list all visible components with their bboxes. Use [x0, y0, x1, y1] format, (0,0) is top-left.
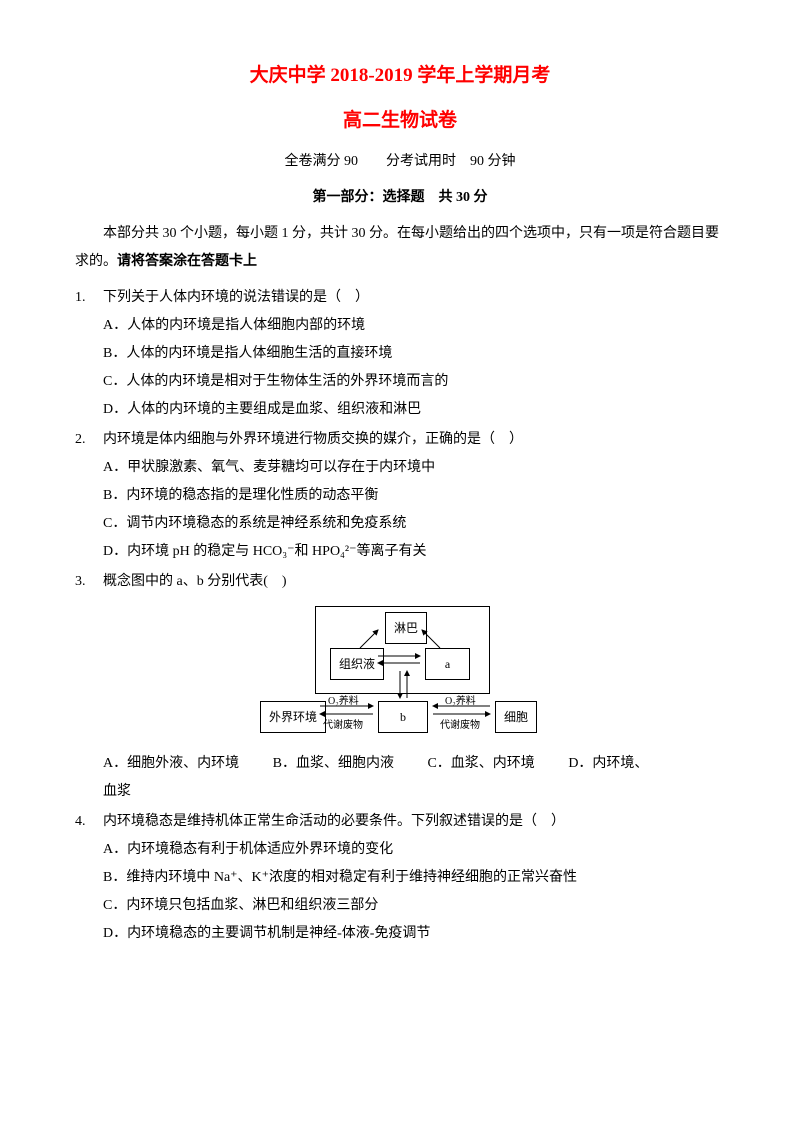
exam-info: 全卷满分 90 分考试用时 90 分钟 — [75, 150, 725, 170]
concept-diagram: 淋巴 组织液 a 外界环境 b 细胞 — [75, 606, 725, 736]
q1-number: 1. — [75, 284, 103, 312]
instructions-bold: 请将答案涂在答题卡上 — [117, 254, 257, 269]
label-daixie-right: 代谢废物 — [440, 716, 480, 736]
q3-number: 3. — [75, 568, 103, 596]
question-1: 1. 下列关于人体内环境的说法错误的是（ ） A．人体的内环境是指人体细胞内部的… — [75, 284, 725, 424]
q2-option-a: A．甲状腺激素、氧气、麦芽糖均可以存在于内环境中 — [103, 454, 725, 482]
q4-number: 4. — [75, 808, 103, 836]
q4-option-d: D．内环境稳态的主要调节机制是神经-体液-免疫调节 — [103, 920, 725, 948]
q2-text: 内环境是体内细胞与外界环境进行物质交换的媒介，正确的是（ ） — [103, 426, 725, 454]
q3-option-a: A．细胞外液、内环境 — [103, 750, 239, 778]
question-4: 4. 内环境稳态是维持机体正常生命活动的必要条件。下列叙述错误的是（ ） A．内… — [75, 808, 725, 948]
q3-option-d-continue: 血浆 — [103, 784, 131, 799]
title-sub: 高二生物试卷 — [75, 105, 725, 132]
q1-option-a: A．人体的内环境是指人体细胞内部的环境 — [103, 312, 725, 340]
label-o2-right: O₂养料 — [445, 692, 476, 712]
q1-option-c: C．人体的内环境是相对于生物体生活的外界环境而言的 — [103, 368, 725, 396]
q3-option-c: C．血浆、内环境 — [427, 750, 534, 778]
instructions: 本部分共 30 个小题，每小题 1 分，共计 30 分。在每小题给出的四个选项中… — [75, 220, 725, 276]
q1-option-d: D．人体的内环境的主要组成是血浆、组织液和淋巴 — [103, 396, 725, 424]
q1-text: 下列关于人体内环境的说法错误的是（ ） — [103, 284, 725, 312]
q4-option-c: C．内环境只包括血浆、淋巴和组织液三部分 — [103, 892, 725, 920]
section-header: 第一部分：选择题 共 30 分 — [75, 186, 725, 206]
q2-option-d: D．内环境 pH 的稳定与 HCO₃⁻和 HPO₄²⁻等离子有关 — [103, 538, 725, 566]
q4-text: 内环境稳态是维持机体正常生命活动的必要条件。下列叙述错误的是（ ） — [103, 808, 725, 836]
q3-option-b: B．血浆、细胞内液 — [273, 750, 394, 778]
q4-option-b: B．维持内环境中 Na⁺、K⁺浓度的相对稳定有利于维持神经细胞的正常兴奋性 — [103, 864, 725, 892]
q2-option-c: C．调节内环境稳态的系统是神经系统和免疫系统 — [103, 510, 725, 538]
q3-text: 概念图中的 a、b 分别代表( ) — [103, 568, 725, 596]
q3-option-d: D．内环境、 — [568, 750, 648, 778]
diagram-arrows — [260, 606, 540, 736]
q2-number: 2. — [75, 426, 103, 454]
q4-option-a: A．内环境稳态有利于机体适应外界环境的变化 — [103, 836, 725, 864]
label-daixie-left: 代谢废物 — [323, 716, 363, 736]
title-main: 大庆中学 2018-2019 学年上学期月考 — [75, 60, 725, 87]
question-2: 2. 内环境是体内细胞与外界环境进行物质交换的媒介，正确的是（ ） A．甲状腺激… — [75, 426, 725, 566]
question-3: 3. 概念图中的 a、b 分别代表( ) 淋巴 组织液 a 外界环境 b 细胞 — [75, 568, 725, 806]
q1-option-b: B．人体的内环境是指人体细胞生活的直接环境 — [103, 340, 725, 368]
label-o2-left: O₂养料 — [328, 692, 359, 712]
q2-option-b: B．内环境的稳态指的是理化性质的动态平衡 — [103, 482, 725, 510]
